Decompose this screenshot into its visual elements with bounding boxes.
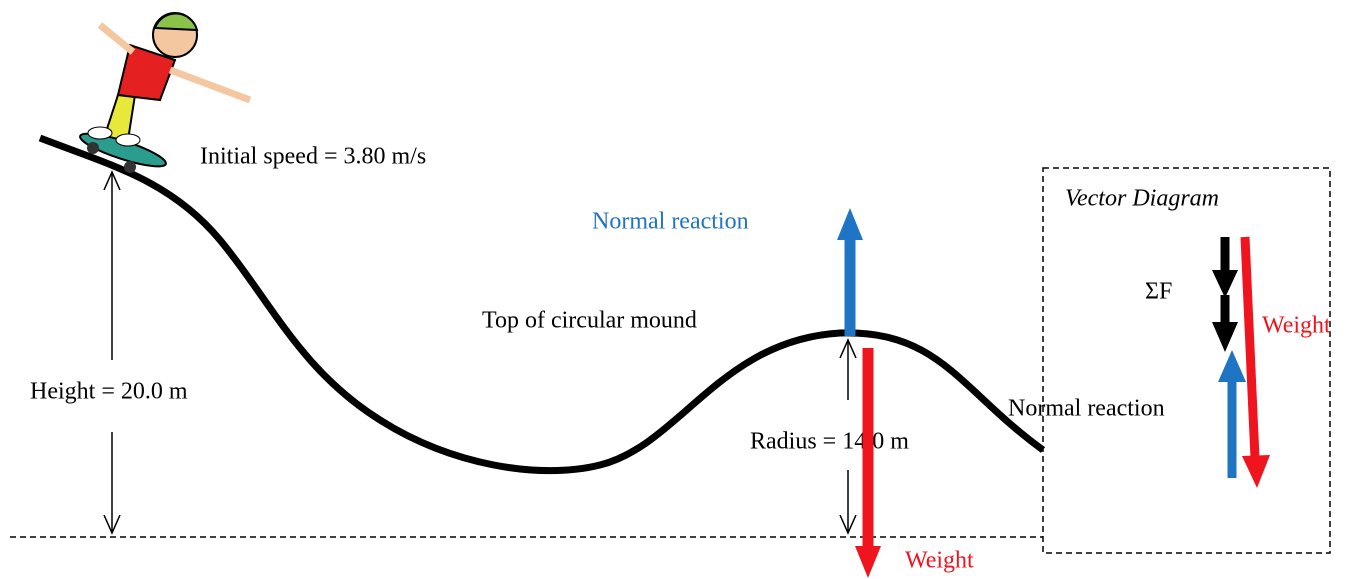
- top-label: Top of circular mound: [482, 308, 697, 334]
- net-force-head: [1212, 322, 1238, 352]
- vector-box: [1042, 167, 1331, 554]
- vector-weight-head: [1242, 455, 1270, 488]
- net-force-label: ΣF: [1145, 279, 1172, 305]
- normal-arrow-head: [837, 208, 863, 240]
- normal-label: Normal reaction: [592, 209, 749, 235]
- height-label: Height = 20.0 m: [30, 379, 188, 405]
- weight-label: Weight: [905, 548, 974, 574]
- net-force-head: [1212, 270, 1238, 298]
- vector-weight-label: Weight: [1262, 313, 1331, 339]
- track: [38, 134, 1046, 475]
- radius-label: Radius = 14.0 m: [750, 429, 909, 455]
- vector-title: Vector Diagram: [1065, 186, 1219, 212]
- vector-weight-arrow: [1240, 236, 1260, 459]
- vector-normal-label: Normal reaction: [1008, 396, 1165, 422]
- initial-speed: Initial speed = 3.80 m/s: [200, 144, 426, 170]
- vector-normal-head: [1218, 350, 1246, 382]
- skateboarder: [79, 12, 252, 173]
- weight-arrow-head: [855, 546, 881, 578]
